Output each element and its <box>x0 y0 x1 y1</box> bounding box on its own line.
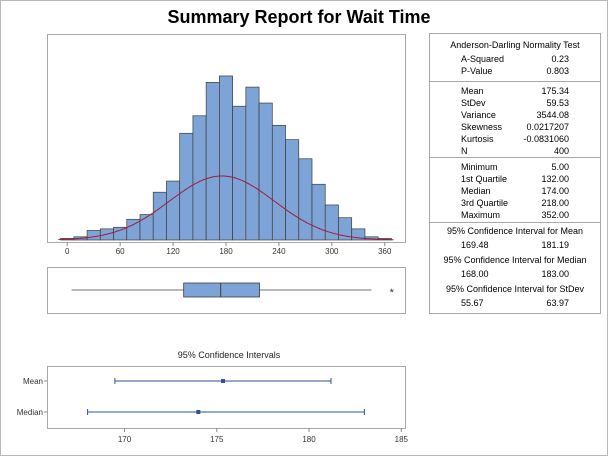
ci-mean-title: 95% Confidence Interval for Mean <box>446 226 584 236</box>
boxplot-outlier: * <box>390 287 395 299</box>
stat-value: 0.23 <box>551 54 569 64</box>
ci-tick-label: 185 <box>395 435 409 444</box>
stat-label: 1st Quartile <box>461 174 508 184</box>
stat-value: 132.00 <box>541 174 569 184</box>
stat-row: P-Value 0.803 <box>430 66 600 78</box>
stat-value: 59.53 <box>546 98 569 108</box>
histogram-bar <box>285 139 300 241</box>
ci-point <box>221 379 226 383</box>
ci-series-label: Median <box>17 408 43 417</box>
stat-row: Variance 3544.08 <box>430 110 600 122</box>
ci-tick-label: 180 <box>302 435 316 444</box>
histogram-bar <box>258 102 273 241</box>
histogram-tick-label: 0 <box>65 247 70 256</box>
ci-mean-row: 169.48 181.19 <box>430 240 600 252</box>
stat-row: StDev 59.53 <box>430 98 600 110</box>
stat-label: Maximum <box>461 210 501 220</box>
histogram-bar <box>86 230 101 241</box>
histogram-tick-label: 240 <box>272 247 286 256</box>
stat-value: 174.00 <box>541 186 569 196</box>
histogram-bar <box>205 81 220 241</box>
histogram-tick-label: 300 <box>325 247 339 256</box>
stat-label: Variance <box>461 110 496 120</box>
ci-stdev-row: 55.67 63.97 <box>430 298 600 310</box>
stat-label: N <box>461 146 468 156</box>
histogram-bar <box>232 105 247 241</box>
histogram-tick-label: 60 <box>116 247 125 256</box>
histogram-bar <box>311 183 326 241</box>
stat-value: 218.00 <box>541 198 569 208</box>
ci-low: 169.48 <box>461 240 489 250</box>
ci-tick-label: 175 <box>210 435 224 444</box>
histogram-bar <box>219 75 233 241</box>
histogram-tick-label: 120 <box>166 247 180 256</box>
stat-label: A-Squared <box>461 54 505 64</box>
histogram-bar <box>324 204 339 241</box>
boxplot-box <box>183 282 260 298</box>
stat-row: 3rd Quartile 218.00 <box>430 198 600 210</box>
stat-row: 1st Quartile 132.00 <box>430 174 600 186</box>
histogram-bar <box>152 191 167 241</box>
ci-frame <box>47 366 406 429</box>
stat-row: Mean 175.34 <box>430 86 600 98</box>
ci-stdev-title: 95% Confidence Interval for StDev <box>445 284 585 294</box>
ci-low: 168.00 <box>461 269 489 279</box>
stat-value: 0.0217207 <box>526 122 569 132</box>
histogram-bar <box>192 115 207 241</box>
histogram-bar <box>245 86 260 241</box>
stat-value: 5.00 <box>551 162 569 172</box>
stat-row: Kurtosis -0.0831060 <box>430 134 600 146</box>
stat-row: A-Squared 0.23 <box>430 54 600 66</box>
ci-high: 181.19 <box>541 240 569 250</box>
stat-value: 352.00 <box>541 210 569 220</box>
stat-label: Minimum <box>461 162 498 172</box>
histogram-bar <box>298 158 313 241</box>
histogram-tick-label: 180 <box>219 247 233 256</box>
stat-value: 3544.08 <box>536 110 569 120</box>
ci-high: 183.00 <box>541 269 569 279</box>
ci-median-row: 168.00 183.00 <box>430 269 600 281</box>
ad-section: Anderson-Darling Normality Test A-Square… <box>430 34 600 84</box>
stat-label: Mean <box>461 86 484 96</box>
moments-section: Mean 175.34 StDev 59.53 Variance 3544.08… <box>430 81 600 158</box>
stat-label: Skewness <box>461 122 503 132</box>
ci-section: 95% Confidence Interval for Mean 169.48 … <box>430 222 600 315</box>
stat-row: Minimum 5.00 <box>430 162 600 174</box>
histogram-bar <box>166 180 181 241</box>
histogram-bar <box>351 228 366 241</box>
stat-row: N 400 <box>430 146 600 158</box>
stat-value: 175.34 <box>541 86 569 96</box>
histogram-bar <box>113 226 128 241</box>
report-title: Summary Report for Wait Time <box>167 7 431 27</box>
stat-label: Kurtosis <box>461 134 494 144</box>
ci-chart-title: 95% Confidence Intervals <box>178 350 281 360</box>
stats-panel: Anderson-Darling Normality Test A-Square… <box>429 33 601 314</box>
stat-row: Skewness 0.0217207 <box>430 122 600 134</box>
histogram-bar <box>139 214 154 241</box>
stat-value: -0.0831060 <box>523 134 569 144</box>
stat-value: 0.803 <box>546 66 569 76</box>
ci-point <box>196 410 201 414</box>
stat-label: Median <box>461 186 491 196</box>
quantiles-section: Minimum 5.00 1st Quartile 132.00 Median … <box>430 157 600 224</box>
ci-series-label: Mean <box>23 377 43 386</box>
ci-low: 55.67 <box>461 298 484 308</box>
stat-row: Median 174.00 <box>430 186 600 198</box>
stat-row: Maximum 352.00 <box>430 210 600 222</box>
stat-label: P-Value <box>461 66 493 76</box>
stat-label: 3rd Quartile <box>461 198 509 208</box>
normal-curve <box>58 175 394 241</box>
stat-value: 400 <box>553 146 569 156</box>
ad-title: Anderson-Darling Normality Test <box>450 40 580 50</box>
ci-median-title: 95% Confidence Interval for Median <box>443 255 587 265</box>
stat-label: StDev <box>461 98 486 108</box>
histogram-tick-label: 360 <box>378 247 392 256</box>
histogram-bar <box>271 124 286 241</box>
ci-high: 63.97 <box>546 298 569 308</box>
ci-tick-label: 170 <box>118 435 132 444</box>
